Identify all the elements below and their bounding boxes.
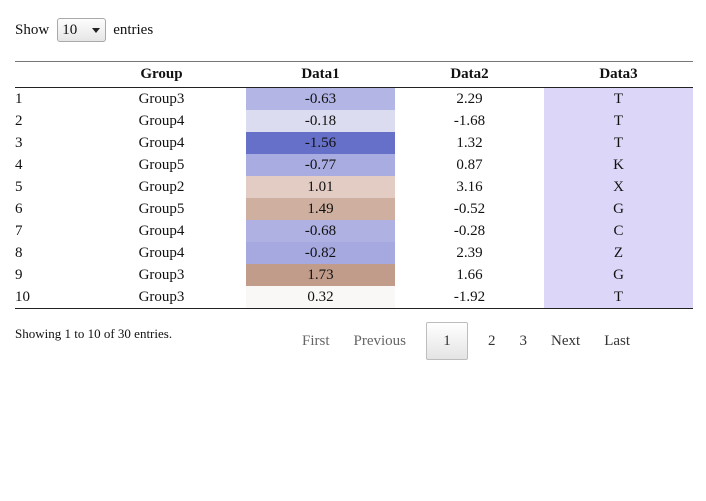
entries-per-page-value: 10 <box>62 21 78 38</box>
cell-group: Group5 <box>138 200 185 217</box>
cell-data2: 1.32 <box>456 134 483 151</box>
column-header-index[interactable] <box>15 61 77 88</box>
table-header-row: Group Data1 Data2 Data3 <box>15 61 693 88</box>
cell-data3: K <box>544 154 693 176</box>
cell-data3: G <box>544 198 693 220</box>
cell-data1: 1.01 <box>246 176 395 198</box>
cell-data2: 1.66 <box>456 266 483 283</box>
page-button-3[interactable]: 3 <box>519 333 528 349</box>
cell-index: 2 <box>15 112 23 129</box>
first-page-button[interactable]: First <box>302 333 330 349</box>
cell-group: Group4 <box>138 112 185 129</box>
cell-data1: -0.68 <box>246 220 395 242</box>
cell-group: Group3 <box>138 266 185 283</box>
cell-data3: T <box>544 110 693 132</box>
cell-data2: -0.52 <box>453 200 486 217</box>
cell-group: Group4 <box>138 222 185 239</box>
cell-data1: 0.32 <box>246 286 395 309</box>
cell-index: 4 <box>15 156 23 173</box>
cell-data1: -0.82 <box>246 242 395 264</box>
cell-data3: X <box>544 176 693 198</box>
cell-data2: -0.28 <box>453 222 486 239</box>
cell-index: 6 <box>15 200 23 217</box>
cell-data1: 1.49 <box>246 198 395 220</box>
cell-group: Group4 <box>138 244 185 261</box>
last-page-button[interactable]: Last <box>604 333 631 349</box>
cell-index: 7 <box>15 222 23 239</box>
table-row: 4 Group5 -0.77 0.87 K <box>15 154 693 176</box>
cell-data2: -1.92 <box>395 286 544 309</box>
cell-data1: -0.77 <box>246 154 395 176</box>
cell-data2: 2.29 <box>456 90 483 107</box>
cell-data3: Z <box>544 242 693 264</box>
cell-data2: 2.39 <box>456 244 483 261</box>
column-header-data3[interactable]: Data3 <box>544 61 693 88</box>
table-row: 3 Group4 -1.56 1.32 T <box>15 132 693 154</box>
cell-data2: -1.68 <box>453 112 486 129</box>
cell-data1: -1.56 <box>246 132 395 154</box>
column-header-group[interactable]: Group <box>77 61 246 88</box>
cell-data1: -0.18 <box>246 110 395 132</box>
column-header-data1[interactable]: Data1 <box>246 61 395 88</box>
cell-index: 5 <box>15 178 23 195</box>
table-row: 6 Group5 1.49 -0.52 G <box>15 198 693 220</box>
table-info: Showing 1 to 10 of 30 entries. <box>15 326 173 341</box>
cell-data3: T <box>544 87 693 110</box>
table-row: 8 Group4 -0.82 2.39 Z <box>15 242 693 264</box>
column-header-data2[interactable]: Data2 <box>395 61 544 88</box>
cell-index: 8 <box>15 244 23 261</box>
cell-group: Group5 <box>138 156 185 173</box>
cell-data1: -0.63 <box>246 87 395 110</box>
cell-data3: G <box>544 264 693 286</box>
table-row: 2 Group4 -0.18 -1.68 T <box>15 110 693 132</box>
cell-index: 1 <box>15 90 23 107</box>
length-menu-suffix: entries <box>113 21 154 38</box>
cell-data2: 0.87 <box>456 156 483 173</box>
table-row: 1 Group3 -0.63 2.29 T <box>15 87 693 110</box>
cell-data1: 1.73 <box>246 264 395 286</box>
data-table: Group Data1 Data2 Data3 1 Group3 -0.63 2.29… <box>15 61 693 309</box>
length-menu: Show 10 entries <box>15 17 153 43</box>
cell-data2: 3.16 <box>456 178 483 195</box>
entries-per-page-select[interactable]: 10 <box>57 18 107 42</box>
cell-group: Group3 <box>77 286 246 309</box>
table-row: 10 Group3 0.32 -1.92 T <box>15 286 693 309</box>
table-row: 7 Group4 -0.68 -0.28 C <box>15 220 693 242</box>
page-button-2[interactable]: 2 <box>488 333 496 349</box>
previous-page-button[interactable]: Previous <box>353 333 407 349</box>
cell-index: 9 <box>15 266 23 283</box>
next-page-button[interactable]: Next <box>551 333 581 349</box>
cell-index: 10 <box>15 286 77 309</box>
cell-group: Group2 <box>138 178 185 195</box>
table-row: 5 Group2 1.01 3.16 X <box>15 176 693 198</box>
cell-group: Group4 <box>138 134 185 151</box>
cell-index: 3 <box>15 134 23 151</box>
pagination: First Previous 1 2 3 Next Last <box>290 322 642 360</box>
cell-data3: C <box>544 220 693 242</box>
cell-data3: T <box>544 286 693 309</box>
cell-data3: T <box>544 132 693 154</box>
page-button-1[interactable]: 1 <box>426 322 469 360</box>
chevron-down-icon <box>92 28 101 33</box>
length-menu-prefix: Show <box>15 21 50 38</box>
table-row: 9 Group3 1.73 1.66 G <box>15 264 693 286</box>
cell-group: Group3 <box>138 90 185 107</box>
